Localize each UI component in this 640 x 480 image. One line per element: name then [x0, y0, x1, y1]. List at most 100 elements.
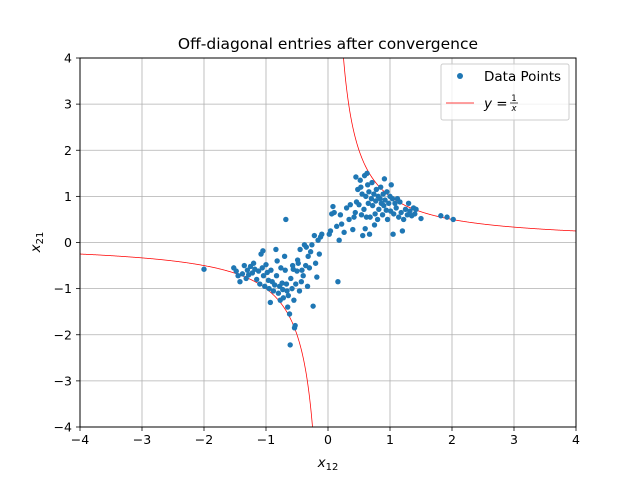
y-tick-label: 2 — [64, 143, 72, 158]
reciprocal-curve-layer — [79, 57, 577, 428]
data-point — [390, 231, 396, 237]
data-point — [371, 191, 377, 197]
reciprocal-curve-branch — [79, 253, 313, 428]
x-tick-label: 4 — [572, 432, 580, 447]
data-point — [307, 249, 314, 255]
x-tick-label: 0 — [324, 432, 332, 447]
data-point — [391, 211, 397, 217]
data-point — [259, 265, 265, 271]
data-point — [400, 216, 407, 223]
data-point — [373, 198, 379, 204]
data-point — [327, 228, 334, 234]
y-tick-label: −2 — [54, 327, 72, 342]
data-point — [281, 253, 288, 260]
data-point — [335, 279, 341, 285]
data-point — [393, 205, 399, 211]
y-tick-label: −1 — [54, 281, 72, 296]
data-point — [331, 209, 337, 216]
data-point — [284, 288, 290, 294]
data-point — [287, 342, 293, 348]
data-point — [341, 229, 347, 236]
data-point — [262, 283, 268, 290]
data-point — [384, 216, 391, 223]
data-point — [372, 211, 378, 217]
data-point — [357, 177, 363, 183]
data-point — [438, 213, 444, 219]
data-point — [358, 184, 364, 190]
data-point — [275, 290, 282, 296]
data-point — [392, 200, 398, 206]
data-point — [343, 205, 350, 211]
y-axis-label-base: x — [28, 243, 44, 253]
x-tick-label: −1 — [257, 432, 275, 447]
data-point — [289, 285, 295, 292]
data-point — [330, 203, 336, 210]
data-point — [278, 265, 284, 271]
data-point — [399, 228, 406, 234]
data-point — [384, 189, 390, 195]
data-point — [378, 184, 384, 190]
data-point — [279, 280, 285, 286]
x-tick-label: −2 — [195, 432, 213, 447]
data-point — [407, 208, 413, 214]
data-point — [285, 304, 291, 310]
data-point — [367, 214, 373, 220]
data-point — [250, 260, 257, 266]
data-point — [280, 295, 287, 301]
data-point — [405, 200, 412, 206]
data-point — [346, 216, 352, 223]
data-point — [364, 182, 371, 188]
data-point — [260, 248, 266, 254]
x-axis-label-base: x — [317, 455, 327, 471]
legend-label-data-points: Data Points — [484, 69, 561, 85]
data-point — [366, 231, 373, 237]
data-point — [235, 273, 241, 279]
data-point — [282, 267, 288, 273]
data-point — [311, 232, 318, 239]
data-point — [381, 202, 387, 209]
data-point — [305, 253, 311, 260]
legend-label-reciprocal: y = — [483, 96, 508, 112]
data-point — [319, 231, 325, 237]
data-point — [263, 261, 269, 268]
data-point — [296, 288, 303, 294]
data-point — [412, 211, 418, 217]
x-tick-label: −3 — [133, 432, 151, 447]
data-point — [303, 244, 309, 250]
x-tick-label: 2 — [448, 432, 456, 447]
legend-marker-data-points — [457, 73, 463, 79]
data-point — [351, 214, 357, 220]
data-point — [292, 322, 298, 329]
data-point — [310, 303, 316, 309]
data-point — [304, 283, 311, 290]
data-point — [379, 212, 386, 218]
data-point — [314, 274, 320, 280]
data-point — [386, 200, 392, 206]
data-point — [283, 281, 290, 287]
y-axis-label-subscript: 21 — [35, 232, 46, 245]
data-point — [266, 285, 272, 292]
data-point — [373, 186, 380, 193]
data-point — [388, 182, 394, 188]
data-point — [383, 207, 389, 213]
data-point — [444, 214, 450, 220]
axis-ticks: −4 −3 −2 −1 0 1 2 3 4 −4 −3 −2 −1 0 1 2 3 4 — [54, 51, 580, 448]
data-point — [293, 281, 299, 287]
data-point — [285, 292, 292, 299]
data-point — [233, 268, 239, 274]
data-point — [364, 170, 370, 177]
data-point — [362, 225, 368, 232]
data-point — [365, 200, 371, 206]
data-point — [333, 223, 340, 230]
data-point — [298, 279, 305, 285]
x-axis-label: x12 — [317, 455, 339, 473]
x-tick-label: 1 — [386, 432, 394, 447]
data-point — [274, 258, 280, 264]
data-point — [244, 267, 251, 273]
y-tick-label: 4 — [64, 51, 72, 66]
data-point — [294, 268, 300, 274]
data-point — [377, 195, 383, 202]
x-tick-label: −4 — [71, 432, 89, 447]
data-point — [389, 195, 396, 202]
data-point — [366, 189, 372, 195]
